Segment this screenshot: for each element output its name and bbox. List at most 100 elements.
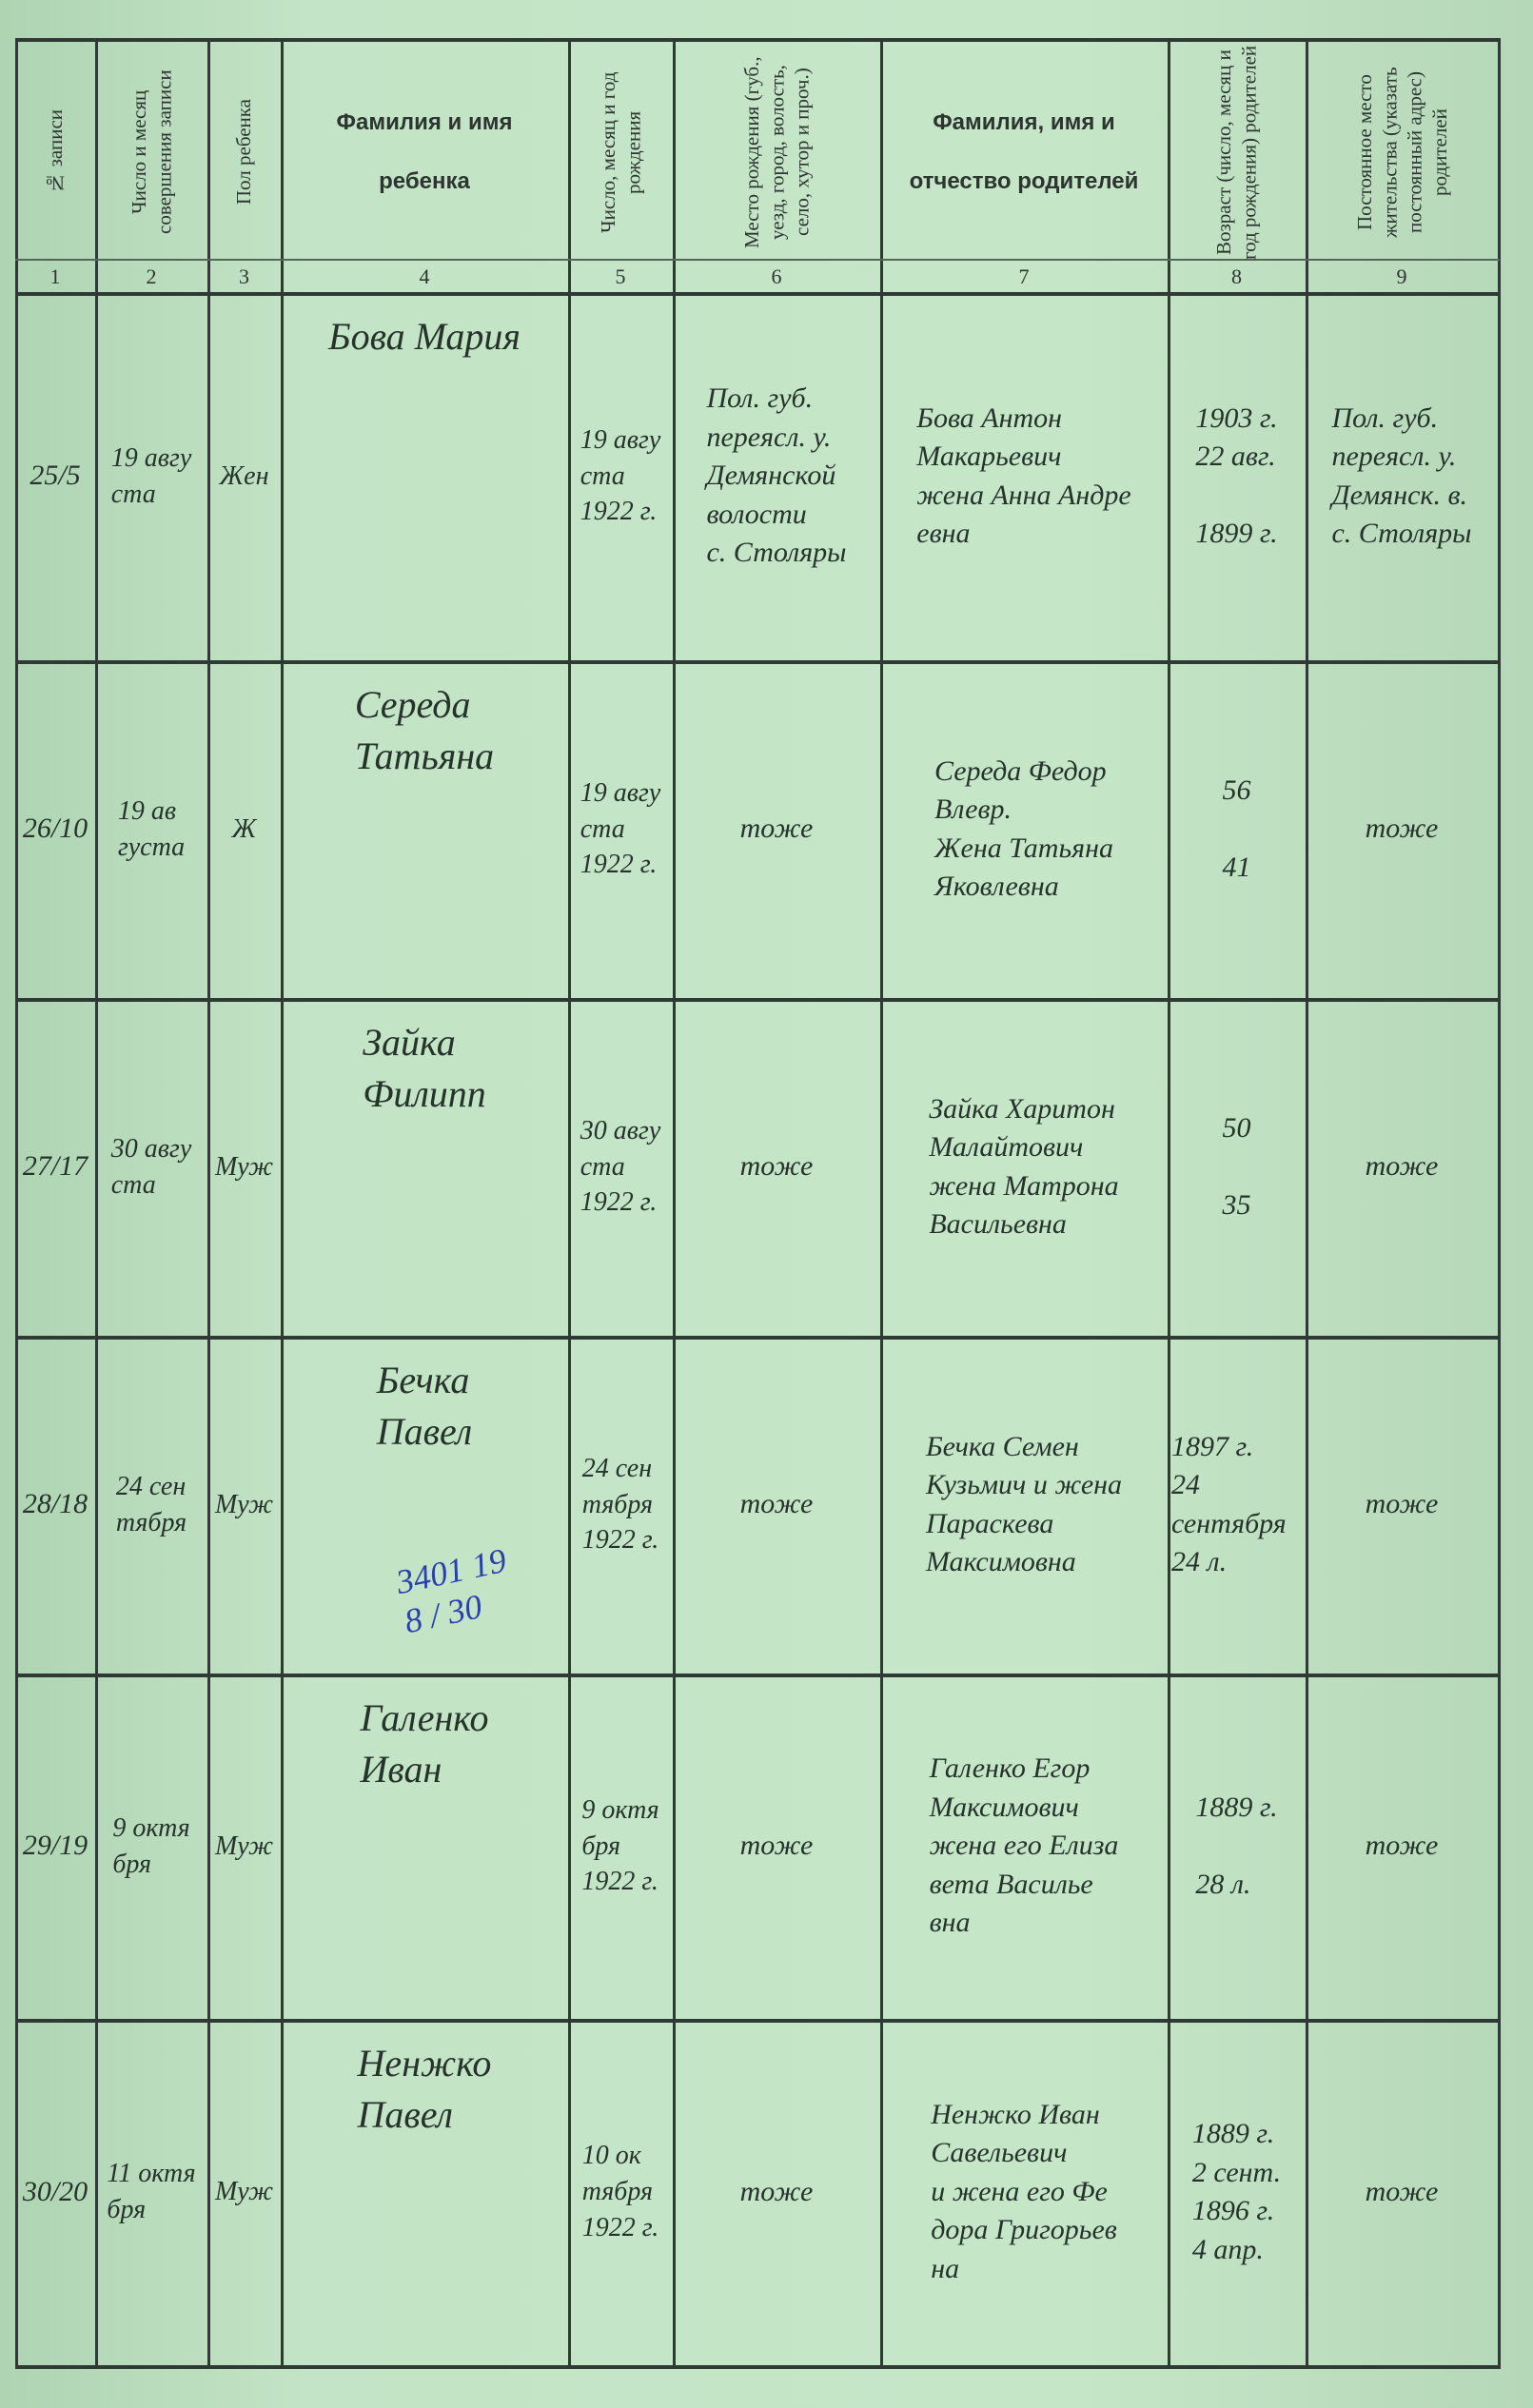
entry-sex: Муж xyxy=(214,1489,274,1519)
row-divider xyxy=(15,2019,1500,2023)
header-cell-7: Фамилия, имя и отчество родителей xyxy=(880,43,1168,262)
entry-ages: 1889 г. 28 л. xyxy=(1195,1791,1278,1900)
entry-date: 11 октя бря xyxy=(107,2159,196,2224)
entry-place: тоже xyxy=(739,812,814,845)
entry-date: 30 авгу ста xyxy=(110,1133,192,1200)
header-label: Место рождения (губ., уезд, город, волос… xyxy=(739,56,814,248)
header-column-number: 6 xyxy=(771,264,782,288)
header-number-divider xyxy=(15,259,1500,261)
header-label: № записи xyxy=(43,109,67,195)
header-label: Число, месяц и год рождения xyxy=(596,71,644,233)
header-label: Пол ребенка xyxy=(232,99,256,206)
entry-date: 19 авгу ста xyxy=(110,442,192,509)
entry-date: 19 ав густа xyxy=(117,795,186,862)
header-cell-6: Место рождения (губ., уезд, город, волос… xyxy=(673,43,880,262)
row-divider xyxy=(15,998,1500,1002)
header-label: Фамилия, имя и отчество родителей xyxy=(909,108,1139,194)
header-label: Фамилия и имя ребенка xyxy=(336,108,513,194)
entry-no: 30/20 xyxy=(22,2175,88,2207)
entry-residence: тоже xyxy=(1365,1488,1439,1520)
entry-birth: 19 авгу ста 1922 г. xyxy=(580,424,661,527)
entry-residence: тоже xyxy=(1365,1150,1439,1183)
entry-place: тоже xyxy=(739,1488,814,1520)
header-label: Возраст (число, месяц и год рождения) ро… xyxy=(1212,45,1261,260)
entry-birth: 19 авгу ста 1922 г. xyxy=(580,777,661,880)
entry-name: Бова Мария xyxy=(327,315,521,358)
header-column-number: 5 xyxy=(615,264,626,288)
entry-ages: 50 35 xyxy=(1222,1111,1251,1221)
table-top-border xyxy=(15,38,1500,42)
header-column-number: 1 xyxy=(49,264,61,288)
entry-residence: Пол. губ. переясл. у. Демянск. в. с. Сто… xyxy=(1331,401,1472,550)
header-cell-1: № записи xyxy=(15,43,95,262)
entry-residence: тоже xyxy=(1365,1830,1439,1862)
column-divider xyxy=(880,38,883,2369)
entry-sex: Муж xyxy=(214,1151,274,1182)
header-column-number: 2 xyxy=(146,264,157,288)
entry-no: 29/19 xyxy=(22,1830,88,1862)
column-divider xyxy=(1168,38,1170,2369)
column-divider xyxy=(281,38,284,2369)
header-cell-8: Возраст (число, месяц и год рождения) ро… xyxy=(1168,43,1306,262)
entry-sex: Муж xyxy=(214,2177,274,2207)
entry-ages: 1889 г. 2 сент. 1896 г. 4 апр. xyxy=(1191,2118,1282,2265)
column-divider xyxy=(568,38,571,2369)
header-column-number: 7 xyxy=(1018,264,1030,288)
entry-place: тоже xyxy=(739,2175,814,2207)
header-column-number: 3 xyxy=(239,264,249,288)
entry-ages: 56 41 xyxy=(1222,773,1251,883)
entry-ages: 1897 г. 24 сентября 24 л. xyxy=(1171,1430,1287,1578)
entry-parents: Ненжко Иван Савельевич и жена его Фе дор… xyxy=(931,2098,1117,2284)
column-divider xyxy=(95,38,98,2369)
entry-parents: Зайка Харитон Малайтович жена Матрона Ва… xyxy=(929,1092,1119,1241)
entry-place: тоже xyxy=(739,1150,814,1183)
entry-name: Зайка Филипп xyxy=(363,1021,486,1115)
entry-sex: Ж xyxy=(231,813,257,844)
entry-birth: 30 авгу ста 1922 г. xyxy=(580,1115,661,1218)
entry-sex: Муж xyxy=(214,1830,274,1861)
header-cell-4: Фамилия и имя ребенка xyxy=(281,43,568,262)
header-column-number: 8 xyxy=(1231,264,1242,288)
header-cell-9: Постоянное место жительства (указать пос… xyxy=(1306,43,1498,262)
row-divider xyxy=(15,2365,1500,2369)
entry-birth: 24 сен тября 1922 г. xyxy=(581,1453,659,1556)
entry-no: 27/17 xyxy=(22,1150,88,1183)
entry-parents: Бечка Семен Кузьмич и жена Параскева Мак… xyxy=(925,1430,1123,1578)
entry-date: 24 сен тября xyxy=(115,1471,187,1537)
entry-no: 28/18 xyxy=(22,1488,88,1520)
column-divider xyxy=(673,38,676,2369)
row-divider xyxy=(15,1336,1500,1340)
column-divider xyxy=(15,38,18,2369)
header-cell-3: Пол ребенка xyxy=(207,43,281,262)
header-label: Число и месяц совершения записи xyxy=(127,69,175,235)
entry-parents: Галенко Егор Максимович жена его Елиза в… xyxy=(929,1752,1119,1939)
row-divider xyxy=(15,292,1500,296)
header-label: Постоянное место жительства (указать пос… xyxy=(1352,67,1451,238)
entry-residence: тоже xyxy=(1365,812,1439,845)
entry-sex: Жен xyxy=(219,460,269,491)
column-divider xyxy=(1306,38,1308,2369)
entry-residence: тоже xyxy=(1365,2175,1439,2207)
entry-birth: 9 октя бря 1922 г. xyxy=(581,1794,659,1897)
header-column-number: 4 xyxy=(419,264,430,288)
entry-place: тоже xyxy=(739,1830,814,1862)
entry-ages: 1903 г. 22 авг. 1899 г. xyxy=(1195,401,1278,550)
column-divider xyxy=(1498,38,1501,2369)
entry-name: Бечка Павел xyxy=(376,1359,473,1453)
row-divider xyxy=(15,660,1500,664)
header-column-number: 9 xyxy=(1396,264,1407,288)
column-divider xyxy=(207,38,210,2369)
entry-name: Середа Татьяна xyxy=(354,683,495,777)
entry-date: 9 октя бря xyxy=(112,1812,190,1879)
entry-birth: 10 ок тября 1922 г. xyxy=(581,2141,659,2242)
entry-name: Ненжко Павел xyxy=(357,2042,492,2136)
entry-parents: Середа Федор Влевр. Жена Татьяна Яковлев… xyxy=(934,754,1113,903)
row-divider xyxy=(15,1674,1500,1677)
header-cell-5: Число, месяц и год рождения xyxy=(568,43,673,262)
entry-no: 25/5 xyxy=(29,460,81,492)
entry-parents: Бова Антон Макарьевич жена Анна Андре ев… xyxy=(916,401,1131,550)
entry-no: 26/10 xyxy=(22,812,88,845)
entry-name: Галенко Иван xyxy=(360,1696,489,1791)
entry-place: Пол. губ. переясл. у. Демянской волости … xyxy=(706,382,847,569)
